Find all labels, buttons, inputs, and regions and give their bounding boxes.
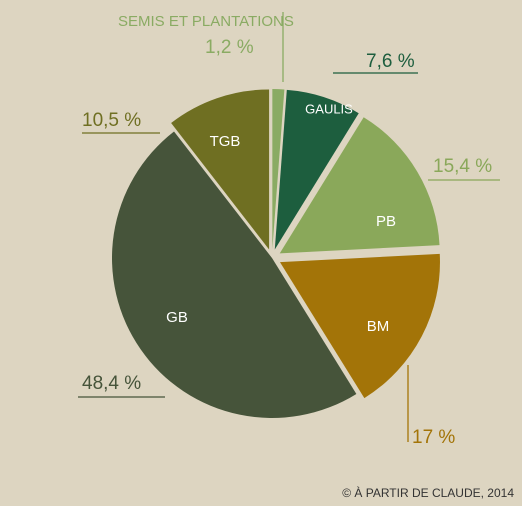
value-label: 1,2 % (205, 37, 254, 58)
pie-slice (274, 89, 359, 250)
slice-label: GAULIS (305, 101, 353, 116)
category-label: SEMIS ET PLANTATIONS (118, 13, 294, 30)
value-label: 17 % (412, 427, 455, 448)
pie-slice (279, 117, 440, 254)
pie-slice (171, 89, 270, 250)
pie-slice (272, 89, 285, 250)
value-label: 48,4 % (82, 373, 141, 394)
credit: © À PARTIR DE CLAUDE, 2014 (342, 485, 514, 500)
slice-label: PB (376, 213, 396, 230)
pie-slice (279, 253, 440, 399)
value-label: 7,6 % (366, 51, 415, 72)
value-label: 10,5 % (82, 110, 141, 131)
slice-label: GB (166, 309, 188, 326)
pie-slice (111, 131, 357, 419)
slice-label: BM (367, 318, 390, 335)
slice-label: TGB (210, 133, 241, 150)
value-label: 15,4 % (433, 156, 492, 177)
